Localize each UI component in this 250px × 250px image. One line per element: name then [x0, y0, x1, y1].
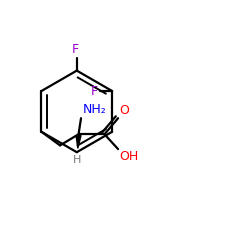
Text: NH₂: NH₂ — [82, 103, 106, 116]
Text: OH: OH — [119, 150, 139, 163]
Text: O: O — [119, 104, 129, 117]
Text: F: F — [72, 43, 79, 56]
Polygon shape — [76, 136, 81, 148]
Text: F: F — [91, 84, 98, 98]
Text: H: H — [73, 155, 82, 165]
